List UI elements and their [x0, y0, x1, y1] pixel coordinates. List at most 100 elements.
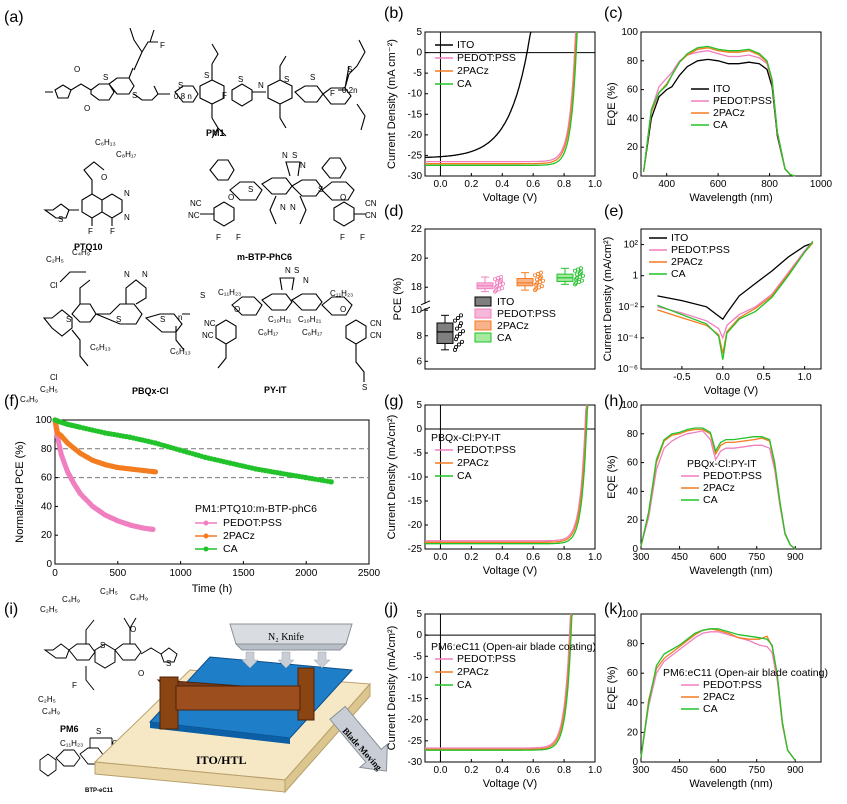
- pyit-sub-c8-r: C₈H₁₇: [302, 328, 323, 337]
- y-tick-label: 20: [41, 530, 53, 541]
- y-axis-label: Current Density (mA/cm²): [386, 415, 398, 540]
- svg-text:N: N: [124, 270, 130, 279]
- x-tick-label: 0.6: [526, 765, 540, 776]
- box-point: [454, 334, 459, 339]
- x-tick-label: 300: [633, 765, 650, 776]
- x-tick-label: 600: [710, 552, 727, 563]
- svg-text:S: S: [160, 315, 165, 324]
- y-tick-label: 100: [621, 27, 638, 38]
- y-tick-label: 1: [632, 271, 638, 282]
- legend-entry: PEDOT:PSS: [457, 52, 516, 64]
- svg-text:N: N: [285, 266, 291, 275]
- legend-marker: [203, 520, 209, 526]
- chart-title: PBQx-Cl:PY-IT: [431, 432, 501, 444]
- y-tick-label: 10: [411, 305, 423, 316]
- svg-text:N: N: [282, 151, 288, 160]
- svg-text:C₂H₅: C₂H₅: [38, 695, 56, 704]
- illustration-panel-i: (i) C₂H₅ C₄H₉ C₂H₅ C₄H₉ C₂H₅ C₄H₉ F O O S S PM6 C…: [4, 587, 388, 794]
- box-point: [493, 288, 498, 293]
- y-tick-label: -5: [413, 651, 422, 662]
- box-point: [454, 326, 459, 331]
- y-tick-label: 0: [632, 544, 638, 555]
- legend-entry: 2PACz: [457, 457, 489, 469]
- x-tick-label: 400: [658, 179, 675, 190]
- svg-text:NC: NC: [202, 331, 214, 340]
- plot-frame: [640, 613, 822, 763]
- axis-break: [421, 303, 431, 309]
- svg-text:S: S: [347, 65, 352, 74]
- ptq10-sub-c6: C₆H₁₃: [95, 138, 116, 147]
- y-tick-label: 10⁻⁶: [617, 364, 638, 375]
- box-point: [575, 276, 580, 281]
- y-tick-label: 5: [416, 609, 422, 620]
- plot-frame: [640, 404, 822, 550]
- pyit-structure: [215, 277, 367, 382]
- y-tick-label: 100: [621, 609, 638, 620]
- svg-text:N: N: [124, 213, 130, 222]
- y-tick-label: 40: [41, 501, 53, 512]
- eqe-curve-pedotpss: [640, 631, 796, 761]
- svg-text:O: O: [228, 193, 234, 202]
- x-tick-label: 750: [748, 765, 765, 776]
- svg-text:S: S: [248, 185, 253, 194]
- svg-text:F: F: [88, 227, 93, 236]
- x-tick-label: 0.6: [526, 552, 540, 563]
- svg-text:C₄H₉: C₄H₉: [130, 593, 148, 602]
- legend-entry: CA: [457, 679, 472, 691]
- legend-entry: 2PACz: [497, 320, 529, 332]
- x-tick-label: 2500: [358, 568, 381, 579]
- y-tick-label: -20: [408, 715, 423, 726]
- y-tick-label: -25: [408, 544, 423, 555]
- svg-text:O: O: [138, 669, 144, 678]
- svg-text:S: S: [66, 315, 71, 324]
- x-tick-label: -0.5: [673, 372, 691, 383]
- svg-text:O: O: [84, 104, 90, 113]
- legend-entry: PEDOT:PSS: [703, 470, 762, 482]
- svg-text:O: O: [101, 173, 107, 182]
- y-tick-label: 20: [627, 142, 639, 153]
- box-point: [573, 268, 578, 273]
- pm1-structure: [45, 27, 366, 139]
- legend-entry: PEDOT:PSS: [703, 679, 762, 691]
- legend-entry: CA: [713, 119, 728, 131]
- legend-swatch: [474, 332, 492, 343]
- jv-curve-ito: [425, 31, 532, 159]
- y-tick-label: -15: [408, 496, 423, 507]
- y-tick-label: 0: [416, 630, 422, 641]
- film-edge: [150, 722, 290, 744]
- x-tick-label: 2000: [295, 568, 318, 579]
- pyit-sub-c8-l: C₈H₁₇: [258, 328, 279, 337]
- svg-text:C₁₁H₂₃: C₁₁H₂₃: [60, 739, 83, 748]
- y-tick-label: -25: [408, 150, 423, 161]
- moving-arrow: [329, 705, 388, 772]
- legend-entry: CA: [497, 332, 512, 344]
- y-tick-label: 10²: [624, 240, 639, 251]
- box-point: [533, 273, 538, 278]
- x-tick-label: 0.4: [495, 552, 509, 563]
- ptq10-sub-c8: C₈H₁₇: [116, 150, 137, 159]
- legend-entry: CA: [703, 494, 718, 506]
- x-tick-label: 0.4: [495, 179, 509, 190]
- chart-j: (j) 0.0 0.2 0.4 0.6 0.8 1.0 5 0 -5 -10 -15 -20 -25 -30…: [384, 601, 602, 790]
- svg-text:S: S: [166, 659, 171, 668]
- legend-entry: PEDOT:PSS: [713, 95, 772, 107]
- jv-curve-ca: [425, 31, 578, 166]
- x-tick-label: 0: [52, 568, 58, 579]
- y-tick-label: 10⁻²: [618, 302, 638, 313]
- y-axis-label: Current Density (mA/cm²): [386, 626, 398, 751]
- svg-text:NC: NC: [204, 319, 216, 328]
- x-tick-label: 900: [787, 765, 804, 776]
- svg-text:S: S: [103, 73, 108, 82]
- legend-marker: [203, 546, 209, 552]
- y-tick-label: -30: [408, 757, 423, 768]
- y-tick-label: 80: [41, 444, 53, 455]
- y-axis-label: EQE (%): [606, 82, 618, 125]
- y-tick-label: 5: [416, 27, 422, 38]
- svg-text:C₆H₁₃: C₆H₁₃: [170, 347, 191, 356]
- jv-curve-2pacz: [425, 31, 578, 165]
- legend-entry: ITO: [713, 83, 730, 95]
- box-point: [460, 329, 465, 334]
- pbqx-cl-2: Cl: [50, 373, 58, 382]
- plot-frame: [640, 228, 822, 370]
- y-tick-label: 6: [416, 356, 422, 367]
